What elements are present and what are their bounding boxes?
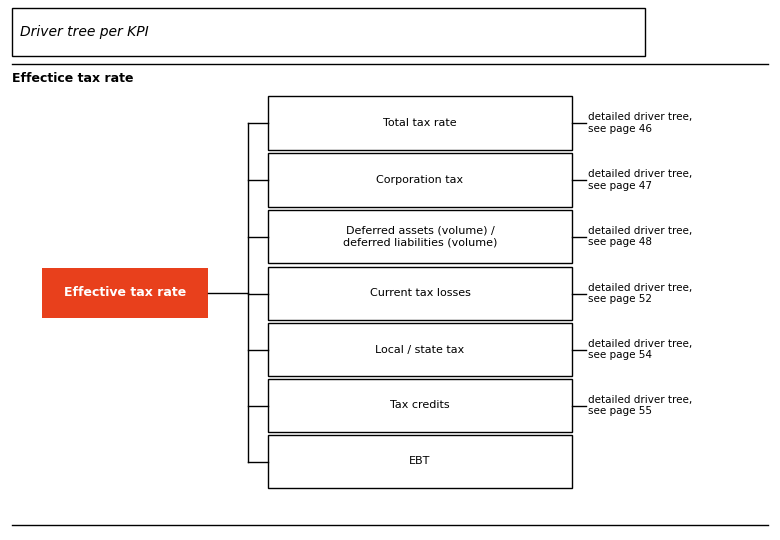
Text: detailed driver tree,
see page 47: detailed driver tree, see page 47 <box>588 169 693 191</box>
Text: Total tax rate: Total tax rate <box>383 118 457 128</box>
Text: Driver tree per KPI: Driver tree per KPI <box>20 25 149 39</box>
Text: detailed driver tree,
see page 52: detailed driver tree, see page 52 <box>588 283 693 305</box>
Bar <box>42 268 208 318</box>
Text: Deferred assets (volume) /
deferred liabilities (volume): Deferred assets (volume) / deferred liab… <box>343 226 497 247</box>
Bar <box>268 210 572 263</box>
Bar <box>268 153 572 207</box>
Bar <box>268 323 572 376</box>
Text: Local / state tax: Local / state tax <box>375 345 465 354</box>
Bar <box>12 8 645 56</box>
Bar <box>268 96 572 150</box>
Text: Corporation tax: Corporation tax <box>377 175 463 185</box>
Text: EBT: EBT <box>410 456 431 467</box>
Text: detailed driver tree,
see page 46: detailed driver tree, see page 46 <box>588 112 693 134</box>
Text: Effective tax rate: Effective tax rate <box>64 287 186 300</box>
Text: detailed driver tree,
see page 54: detailed driver tree, see page 54 <box>588 339 693 360</box>
Text: Tax credits: Tax credits <box>390 401 450 410</box>
Text: Current tax losses: Current tax losses <box>370 288 470 299</box>
Text: Effectice tax rate: Effectice tax rate <box>12 72 133 85</box>
Text: detailed driver tree,
see page 48: detailed driver tree, see page 48 <box>588 226 693 247</box>
Bar <box>268 267 572 320</box>
Text: detailed driver tree,
see page 55: detailed driver tree, see page 55 <box>588 395 693 416</box>
Bar <box>268 435 572 488</box>
Bar <box>268 379 572 432</box>
